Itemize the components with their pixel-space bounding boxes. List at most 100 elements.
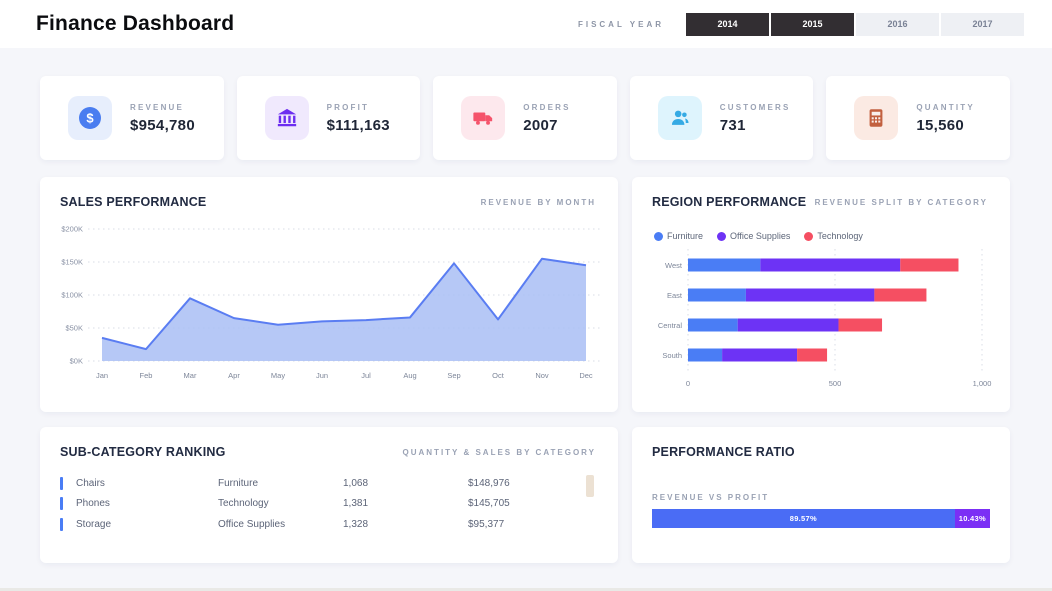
row-accent-bar — [60, 476, 63, 490]
kpi-label: PROFIT — [326, 102, 370, 112]
row-accent-bar — [60, 517, 63, 531]
year-tab-2017[interactable]: 2017 — [941, 12, 1024, 36]
region-chart-legend: Furniture Office Supplies Technology — [632, 209, 1010, 241]
svg-text:South: South — [662, 351, 682, 360]
svg-text:Aug: Aug — [403, 371, 416, 380]
year-tab-2014[interactable]: 2014 — [686, 12, 769, 36]
region-performance-title: REGION PERFORMANCE — [652, 195, 807, 209]
kpi-value: 15,560 — [916, 116, 965, 134]
svg-text:1,000: 1,000 — [973, 379, 992, 388]
svg-text:$100K: $100K — [61, 291, 83, 300]
svg-text:Jun: Jun — [316, 371, 328, 380]
legend-dot — [654, 231, 663, 241]
svg-text:Mar: Mar — [184, 371, 197, 380]
year-tabs: 2014 2015 2016 2017 — [686, 12, 1024, 36]
performance-ratio-title: PERFORMANCE RATIO — [652, 445, 795, 459]
quantity-value: 1,328 — [343, 518, 369, 530]
svg-text:Jul: Jul — [361, 371, 371, 380]
subcategory-name: Storage — [76, 518, 112, 530]
table-row[interactable]: Storage Office Supplies 1,328 $95,377 — [60, 514, 588, 535]
sales-value: $148,976 — [468, 477, 510, 489]
legend-dot — [717, 231, 727, 241]
subcategory-ranking-title: SUB-CATEGORY RANKING — [60, 445, 226, 459]
table-scrollbar-thumb[interactable] — [586, 475, 594, 497]
region-performance-panel: REGION PERFORMANCE REVENUE SPLIT BY CATE… — [632, 177, 1010, 412]
legend-dot — [804, 231, 814, 241]
svg-text:May: May — [271, 371, 285, 380]
ratio-segment-profit: 10.43% — [954, 509, 990, 528]
svg-text:$0K: $0K — [70, 357, 83, 366]
kpi-row: $ REVENUE $954,780 PROFIT $111,163 ORDER… — [40, 76, 1010, 160]
kpi-label: REVENUE — [130, 102, 185, 112]
ratio-segment-revenue: 89.57% — [652, 509, 955, 528]
quantity-value: 1,068 — [343, 477, 369, 489]
calculator-icon — [854, 96, 899, 140]
region-stacked-bar-chart[interactable]: 0 500 1,000 West East Central South — [652, 245, 992, 395]
subcategory-ranking-subtitle: QUANTITY & SALES BY CATEGORY — [402, 447, 596, 457]
year-tab-2016[interactable]: 2016 — [856, 12, 939, 36]
subcategory-ranking-panel: SUB-CATEGORY RANKING QUANTITY & SALES BY… — [40, 427, 618, 563]
page-bottom-edge — [0, 588, 1052, 591]
bank-icon — [264, 96, 309, 140]
svg-text:Apr: Apr — [228, 371, 240, 380]
category-name: Office Supplies — [218, 518, 286, 530]
row-accent-bar — [60, 497, 63, 511]
region-performance-subtitle: REVENUE SPLIT BY CATEGORY — [814, 197, 988, 207]
customers-icon — [657, 96, 702, 140]
dollar-circle-icon: $ — [68, 96, 112, 140]
subcategory-name: Phones — [76, 498, 110, 510]
svg-text:Central: Central — [658, 321, 683, 330]
category-name: Technology — [218, 498, 269, 510]
svg-text:West: West — [665, 261, 683, 270]
sales-value: $95,377 — [468, 518, 505, 530]
performance-ratio-panel: PERFORMANCE RATIO REVENUE VS PROFIT 89.5… — [632, 427, 1010, 563]
fiscal-year-selector: FISCAL YEAR 2014 2015 2016 2017 — [577, 12, 1024, 36]
page-title: Finance Dashboard — [36, 12, 235, 35]
quantity-value: 1,381 — [343, 498, 369, 510]
sales-performance-title: SALES PERFORMANCE — [60, 195, 207, 209]
kpi-card-profit: PROFIT $111,163 — [236, 76, 421, 160]
legend-item[interactable]: Technology — [804, 231, 863, 241]
svg-text:$150K: $150K — [61, 258, 83, 267]
revenue-vs-profit-label: REVENUE VS PROFIT — [652, 493, 770, 502]
subcategory-table: Chairs Furniture 1,068 $148,976 Phones T… — [60, 473, 588, 535]
table-row[interactable]: Chairs Furniture 1,068 $148,976 — [60, 473, 588, 494]
kpi-card-quantity: QUANTITY 15,560 — [826, 76, 1010, 160]
legend-item[interactable]: Furniture — [654, 231, 703, 241]
svg-text:Oct: Oct — [492, 371, 505, 380]
kpi-value: 2007 — [523, 116, 558, 134]
fiscal-year-label: FISCAL YEAR — [577, 19, 664, 29]
kpi-label: CUSTOMERS — [719, 102, 791, 112]
svg-text:Nov: Nov — [535, 371, 549, 380]
revenue-by-month-area-chart[interactable]: $0K $50K $100K $150K $200K Jan Feb Mar Apr May Jun… — [52, 215, 606, 387]
legend-item[interactable]: Office Supplies — [717, 231, 790, 241]
kpi-label: ORDERS — [523, 102, 571, 112]
kpi-card-customers: CUSTOMERS 731 — [629, 76, 814, 160]
svg-text:Sep: Sep — [447, 371, 460, 380]
sales-performance-subtitle: REVENUE BY MONTH — [480, 197, 596, 207]
year-tab-2015[interactable]: 2015 — [771, 12, 854, 36]
kpi-value: $954,780 — [130, 116, 195, 134]
category-name: Furniture — [218, 477, 259, 489]
svg-text:$: $ — [86, 111, 94, 126]
truck-icon — [461, 96, 506, 140]
svg-text:Jan: Jan — [96, 371, 108, 380]
svg-text:$50K: $50K — [65, 324, 83, 333]
revenue-vs-profit-bar[interactable]: 89.57% 10.43% — [652, 509, 990, 528]
sales-performance-panel: SALES PERFORMANCE REVENUE BY MONTH $0K $5… — [40, 177, 618, 412]
subcategory-name: Chairs — [76, 477, 105, 489]
kpi-card-orders: ORDERS 2007 — [433, 76, 617, 160]
kpi-value: $111,163 — [326, 116, 390, 134]
table-row[interactable]: Phones Technology 1,381 $145,705 — [60, 494, 588, 515]
svg-text:500: 500 — [829, 379, 842, 388]
header: Finance Dashboard FISCAL YEAR 2014 2015 … — [0, 0, 1052, 48]
svg-text:East: East — [667, 291, 683, 300]
kpi-label: QUANTITY — [916, 102, 975, 112]
svg-text:Dec: Dec — [579, 371, 593, 380]
svg-text:Feb: Feb — [140, 371, 153, 380]
svg-text:0: 0 — [686, 379, 690, 388]
sales-value: $145,705 — [468, 498, 510, 510]
dashboard-surface: $ REVENUE $954,780 PROFIT $111,163 ORDER… — [0, 48, 1052, 588]
kpi-value: 731 — [719, 116, 746, 134]
svg-text:$200K: $200K — [61, 225, 83, 234]
